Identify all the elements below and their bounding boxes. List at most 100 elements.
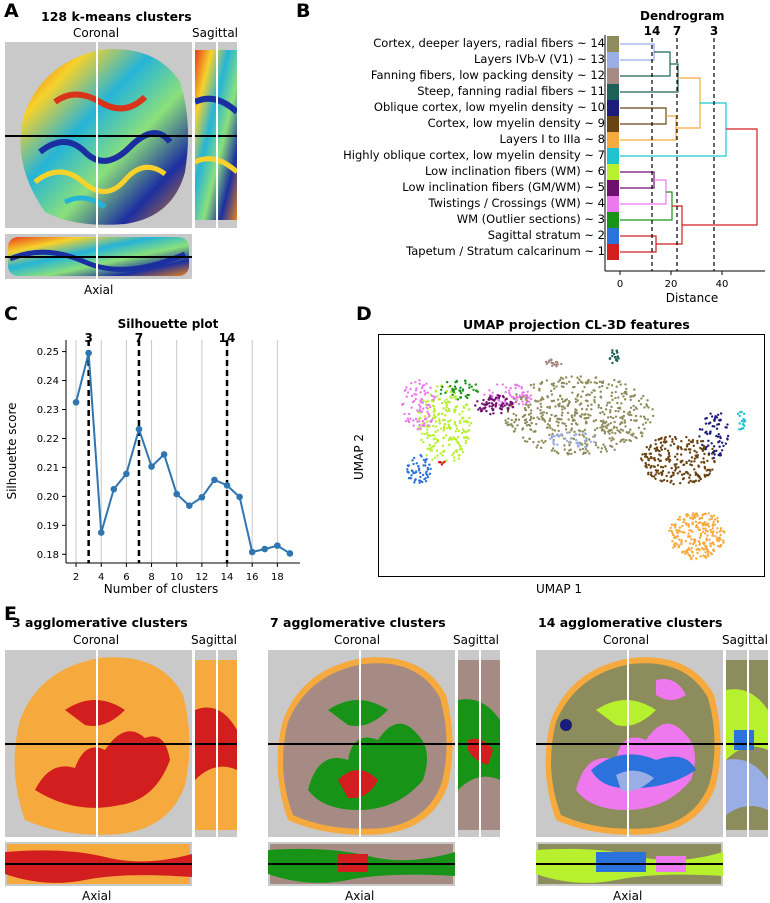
umap-point [698,435,701,438]
umap-point [602,443,605,446]
umap-ylabel: UMAP 2 [352,433,366,480]
umap-point [434,390,438,393]
umap-point [525,424,529,427]
umap-point [640,431,643,434]
umap-point [426,473,429,477]
umap-point [622,395,625,398]
umap-point [506,410,510,413]
umap-point [672,524,676,527]
umap-point [425,417,428,420]
umap-point [433,444,436,448]
umap-point [680,473,684,476]
umap-point [406,464,410,467]
umap-point [713,459,716,463]
umap-point [587,413,590,416]
umap-point [681,524,684,528]
umap-point [580,395,583,398]
umap-point [667,458,670,461]
umap-point [702,527,705,530]
umap-point [716,435,720,438]
umap-point [443,427,446,430]
umap-point [614,432,617,435]
umap-point [726,434,730,438]
umap-point [668,529,671,532]
umap-point [567,418,570,421]
umap-point [504,419,507,422]
umap-point [604,447,608,451]
umap-point [517,402,521,406]
umap-point [645,403,648,406]
umap-point [716,544,720,548]
umap-point [579,443,583,447]
umap-point [468,386,471,389]
umap-point [452,456,456,459]
umap-point [599,406,603,410]
umap-point [610,391,614,394]
umap-point [678,470,682,473]
umap-point [418,403,421,407]
umap-point [446,426,449,430]
silhouette-point [72,398,80,406]
dendro-color-11 [607,84,619,100]
umap-point [709,545,712,548]
umap-point [452,395,456,399]
umap-point [696,441,699,445]
umap-point [698,428,702,431]
umap-point [516,424,519,427]
umap-point [694,479,698,482]
umap-point [564,437,567,440]
umap-point [576,381,580,385]
umap-point [693,516,697,519]
umap-point [545,411,548,415]
umap-point [574,422,578,425]
umap-point [549,358,553,361]
umap-point [410,474,413,477]
umap-point [581,390,584,393]
silhouette-point [223,482,231,489]
umap-point [529,397,533,401]
umap-point [620,392,624,395]
umap-point [421,480,424,484]
umap-point [521,436,525,439]
umap-point [445,389,449,393]
umap-point [424,477,427,480]
umap-point [418,423,421,427]
umap-point [554,405,557,408]
umap-point [430,394,434,398]
umap-point [606,401,609,405]
umap-point [660,448,663,451]
dendro-color-10 [607,100,619,116]
umap-point [710,553,714,556]
umap-title: UMAP projection CL-3D features [463,317,690,332]
dendro-color-2 [607,228,619,244]
umap-point [573,414,576,417]
umap-point [561,422,564,425]
umap-point [599,396,603,399]
umap-point [514,386,517,390]
umap-point [592,389,595,392]
umap-point [716,413,720,416]
umap-point [703,467,707,470]
umap-point [588,438,591,441]
umap-point [406,468,409,471]
umap-point [647,463,651,467]
silhouette-point [110,485,118,493]
umap-point [462,405,465,408]
umap-point [608,432,611,435]
umap-point [424,392,427,395]
umap-point [426,391,430,394]
umap-point [504,390,507,394]
umap-point [676,452,679,456]
umap-point [419,427,423,430]
umap-point [441,385,444,389]
umap-point [436,454,439,457]
umap-point [436,385,439,388]
umap-point [422,399,425,402]
silhouette-point [274,542,281,549]
umap-point [683,448,687,451]
silhouette-point [236,493,243,501]
umap-point [611,398,614,402]
umap-point [575,438,578,442]
umap-point [568,380,571,383]
umap-point [420,386,424,390]
